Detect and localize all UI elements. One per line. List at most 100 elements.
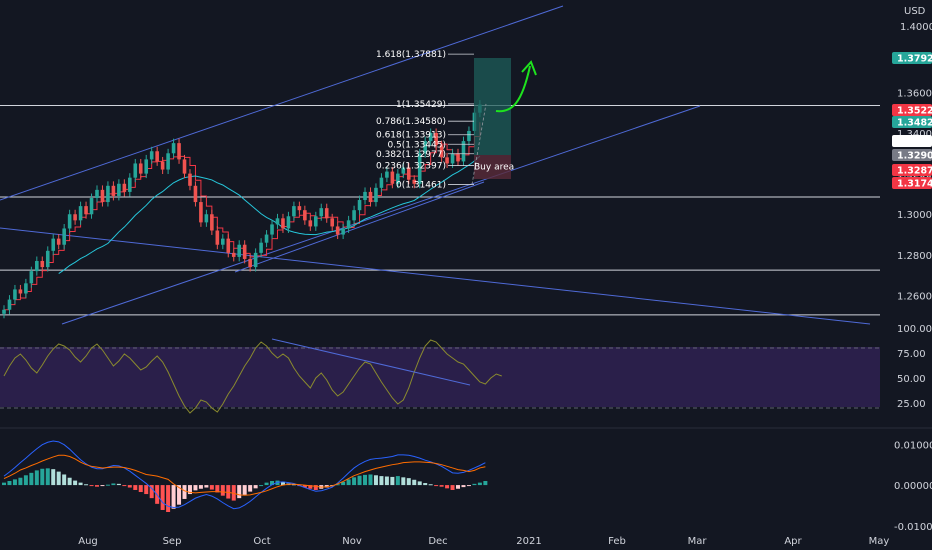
candle-body xyxy=(166,153,170,170)
candle-body xyxy=(264,234,269,243)
time-tick-label: Dec xyxy=(428,536,447,547)
macd-histogram-bar xyxy=(275,480,280,486)
candle-body xyxy=(390,171,395,184)
price-tag xyxy=(892,135,932,147)
candle-body xyxy=(319,208,324,217)
candle-body xyxy=(204,214,209,223)
candle-body xyxy=(182,159,187,174)
macd-histogram-bar xyxy=(417,481,422,486)
macd-histogram-bar xyxy=(171,485,176,509)
macd-tick-label: 0.01000 xyxy=(894,440,932,451)
macd-histogram-bar xyxy=(187,485,192,495)
macd-histogram-bar xyxy=(100,485,105,487)
fib-level-label: 1(1.35429) xyxy=(396,100,446,110)
macd-histogram-bar xyxy=(40,468,45,486)
candle-body xyxy=(51,238,56,251)
candle-body xyxy=(193,185,198,203)
trend-line xyxy=(234,181,485,273)
candle-body xyxy=(253,252,258,268)
candle-body xyxy=(456,153,460,162)
macd-histogram-bar xyxy=(160,485,165,510)
price-tick-label: 1.34000 xyxy=(897,129,932,140)
macd-histogram-bar xyxy=(248,485,253,492)
candle-body xyxy=(286,216,291,229)
candle-body xyxy=(13,289,17,300)
candle-body xyxy=(335,226,340,235)
macd-histogram-bar xyxy=(133,485,138,490)
macd-histogram-bar xyxy=(363,474,368,486)
macd-histogram-bar xyxy=(412,479,417,486)
signal-line xyxy=(3,454,486,496)
macd-histogram-bar xyxy=(209,485,214,490)
candle-body xyxy=(428,132,433,142)
fib-level-label: 0.618(1.33913) xyxy=(376,131,446,141)
target-zone xyxy=(474,58,511,155)
price-tag xyxy=(892,164,932,176)
candle-body xyxy=(100,189,105,203)
forecast-arrow xyxy=(495,60,537,113)
price-tag-label: 1.31743 xyxy=(897,179,932,190)
candle-body xyxy=(412,179,417,184)
fib-level-label: 0.382(1.32977) xyxy=(376,150,446,160)
time-tick-label: Oct xyxy=(253,536,270,547)
candle-body xyxy=(133,163,138,178)
macd-histogram-bar xyxy=(390,476,395,486)
macd-histogram-bar xyxy=(395,476,400,486)
candle-body xyxy=(330,218,334,227)
price-tag xyxy=(892,116,932,128)
price-tick-label: 1.28000 xyxy=(897,251,932,262)
macd-histogram-bar xyxy=(220,485,225,496)
candle-body xyxy=(242,244,247,259)
fib-level-label: 0(1.31461) xyxy=(396,181,446,191)
fib-level-label: 0.236(1.32397) xyxy=(376,162,446,172)
macd-histogram-bar xyxy=(456,485,461,489)
price-tick-label: 1.36000 xyxy=(897,88,932,99)
macd-histogram-bar xyxy=(379,476,384,486)
fibonacci-retracement[interactable]: 1.618(1.37881) 1(1.35429) 0.786(1.34580) 0.… xyxy=(376,50,487,191)
macd-histogram-bar xyxy=(78,482,83,486)
candle-body xyxy=(18,289,23,294)
time-tick-label: Nov xyxy=(342,536,362,547)
macd-histogram-bar xyxy=(302,485,307,488)
time-axis[interactable]: Aug Sep Oct Nov Dec 2021 Feb Mar Apr May xyxy=(78,536,889,547)
candle-body xyxy=(374,187,378,203)
candle-body xyxy=(450,153,455,164)
candle-body xyxy=(35,260,39,272)
candle-body xyxy=(308,220,313,227)
candle-body xyxy=(341,228,345,235)
price-tag xyxy=(892,177,932,189)
macd-histogram-bar xyxy=(111,483,116,486)
candle-body xyxy=(78,206,83,221)
candle-body xyxy=(215,230,220,245)
candle-body xyxy=(445,157,449,164)
price-tag-label: 1.35226 xyxy=(897,106,932,117)
candle-body xyxy=(396,173,400,184)
candle-body xyxy=(467,130,471,142)
macd-histogram-bar xyxy=(144,485,149,495)
macd-histogram-bar xyxy=(434,485,439,487)
long-position-tool[interactable] xyxy=(474,58,511,179)
candle-body xyxy=(144,159,149,174)
candle-body xyxy=(231,252,236,257)
macd-histogram-bar xyxy=(177,485,182,505)
macd-histogram-bar xyxy=(204,485,209,488)
candle-body xyxy=(84,206,88,215)
macd-histogram-bar xyxy=(483,481,488,486)
macd-histogram-bar xyxy=(84,484,89,486)
candle-body xyxy=(128,177,132,192)
currency-label: USD xyxy=(904,6,926,17)
trend-channels xyxy=(0,5,871,325)
candle-body xyxy=(171,143,176,154)
macd-histogram-bar xyxy=(215,485,220,493)
candle-body xyxy=(122,183,127,192)
macd-histogram-bar xyxy=(127,485,132,488)
macd-histogram-bar xyxy=(51,469,56,486)
candle-body xyxy=(303,210,307,221)
candle-body xyxy=(281,218,285,229)
macd-histogram-bar xyxy=(73,480,78,486)
trend-line xyxy=(0,5,564,201)
candle-body xyxy=(62,228,66,245)
macd-histogram-bar xyxy=(461,485,466,488)
